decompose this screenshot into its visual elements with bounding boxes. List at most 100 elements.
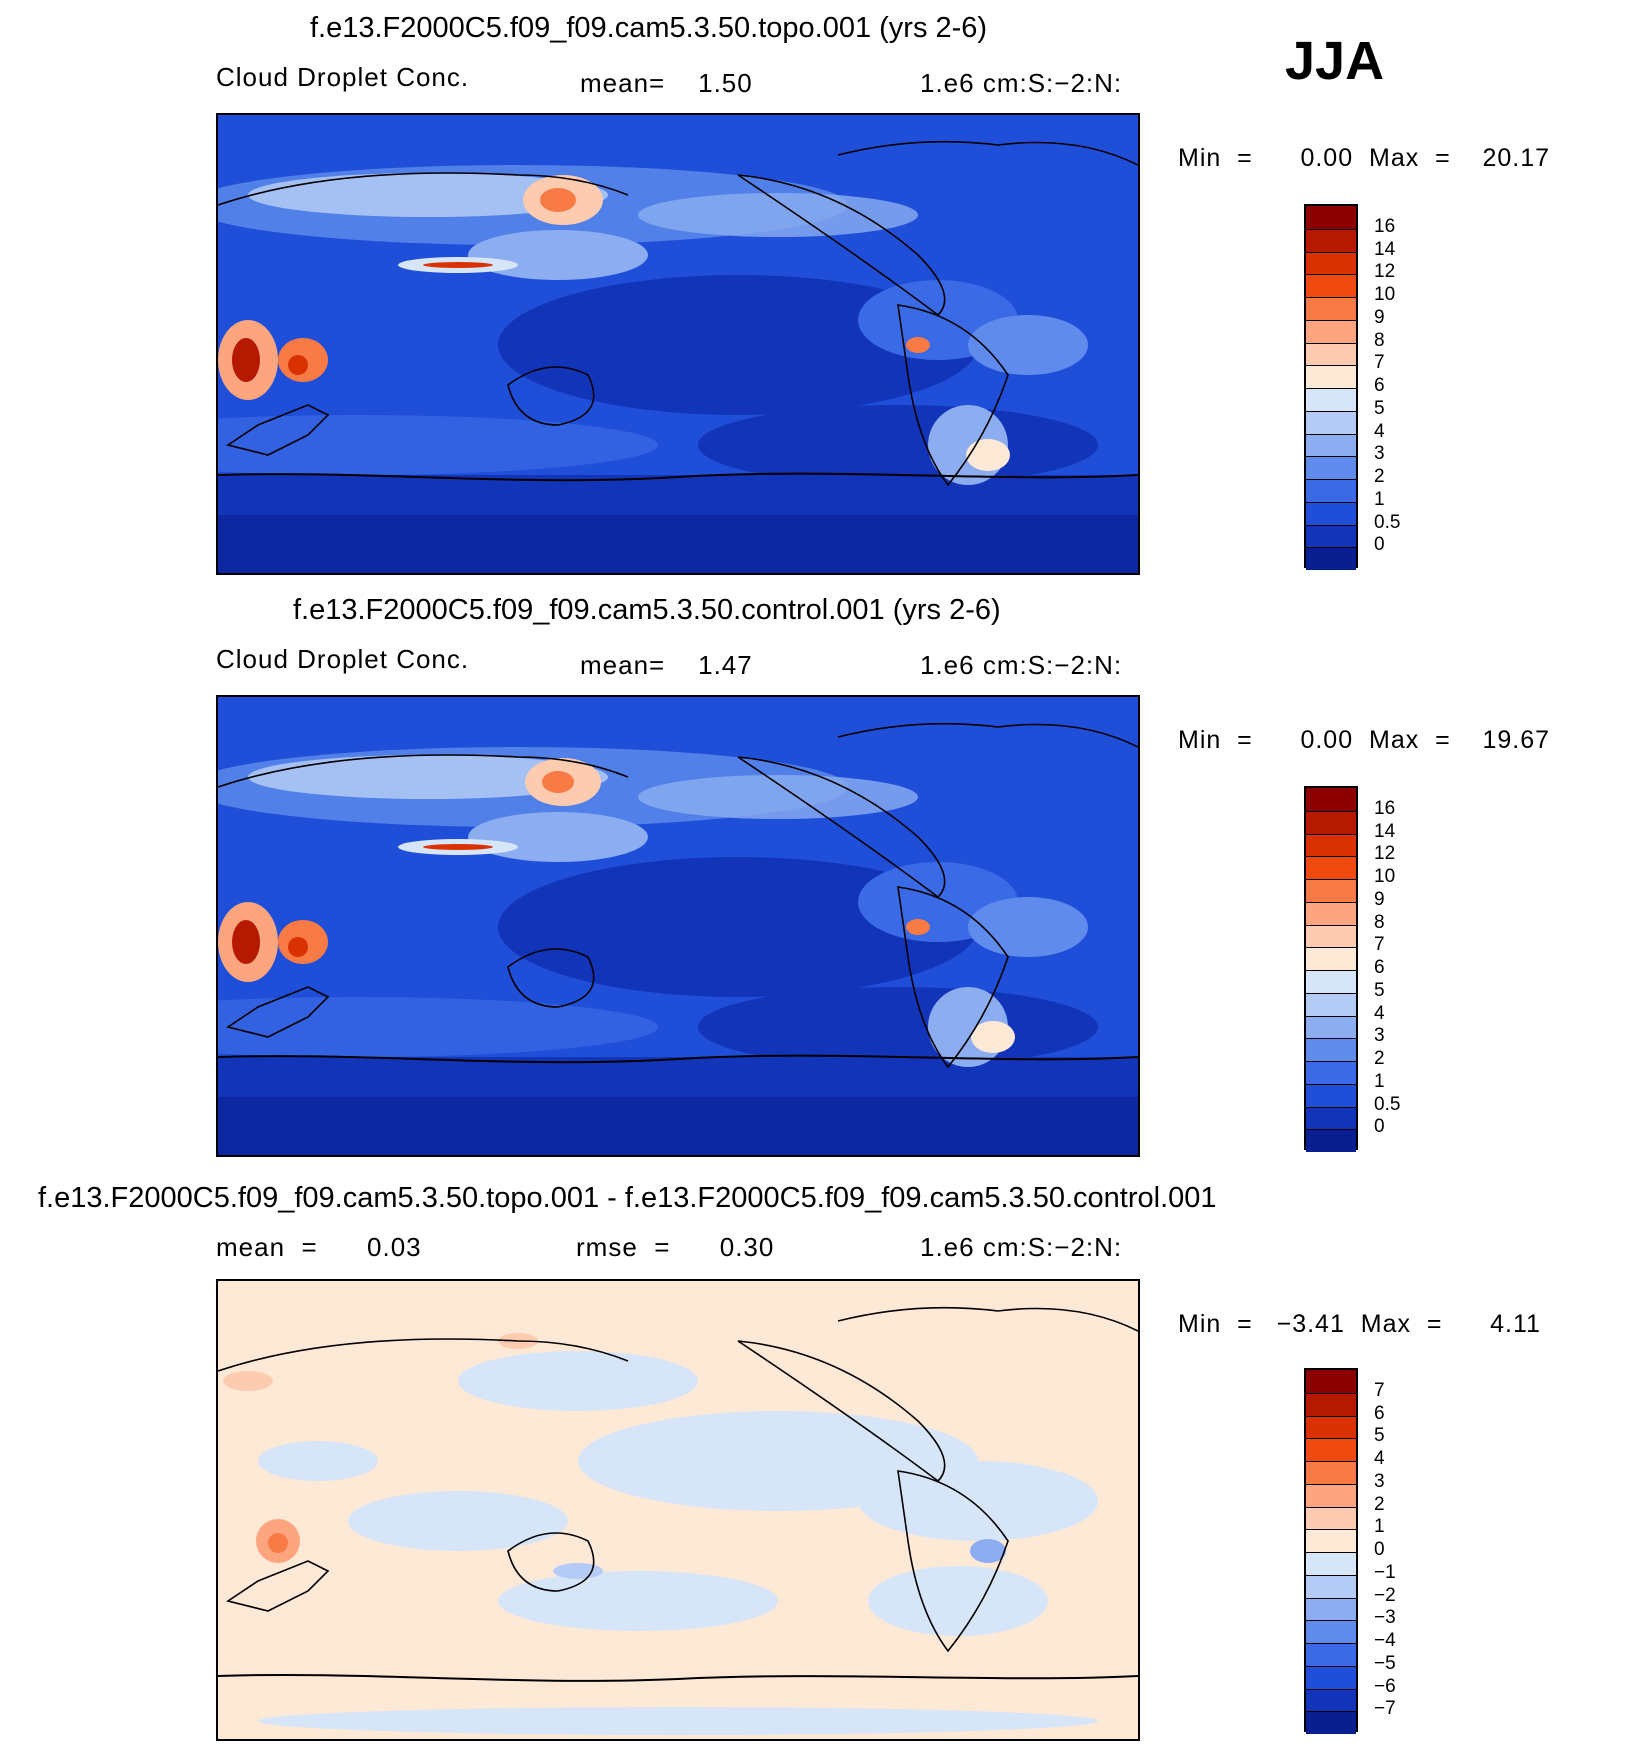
colorbar-tick-label: 0 xyxy=(1374,1116,1385,1138)
colorbar-tick-label: 6 xyxy=(1374,375,1385,396)
panel-3-map xyxy=(216,1279,1140,1741)
colorbar-tick-label: 2 xyxy=(1374,466,1385,487)
panel-2-variable: Cloud Droplet Conc. xyxy=(216,644,470,674)
colorbar-segment xyxy=(1306,410,1356,434)
colorbar-tick-label: 7 xyxy=(1374,352,1385,374)
colorbar-tick-label: 5 xyxy=(1374,1425,1385,1447)
colorbar-tick-label: 12 xyxy=(1374,261,1396,283)
colorbar-segment xyxy=(1306,1529,1356,1552)
colorbar-segment xyxy=(1306,1038,1356,1061)
colorbar-segment xyxy=(1306,1483,1356,1507)
colorbar-tick-label: 0 xyxy=(1374,534,1385,556)
colorbar-segment xyxy=(1306,1370,1356,1393)
colorbar-tick-label: 2 xyxy=(1374,1493,1385,1515)
colorbar-segment xyxy=(1306,856,1356,879)
colorbar-tick-label: −5 xyxy=(1374,1652,1396,1674)
colorbar-segment xyxy=(1306,297,1356,320)
colorbar-tick-label: 12 xyxy=(1374,843,1396,865)
colorbar-segment xyxy=(1306,456,1356,479)
colorbar-segment xyxy=(1306,1711,1356,1734)
colorbar-segment xyxy=(1306,788,1356,811)
colorbar-segment xyxy=(1306,1061,1356,1084)
colorbar-tick-label: 2 xyxy=(1374,1048,1385,1069)
colorbar-tick-label: 6 xyxy=(1374,957,1385,978)
colorbar-tick-label: 7 xyxy=(1374,1379,1385,1401)
season-label: JJA xyxy=(1285,31,1385,91)
panel-3-rmse: rmse = 0.30 xyxy=(576,1232,775,1262)
colorbar-box xyxy=(1304,204,1358,570)
panel-1-mean: mean= 1.50 xyxy=(580,68,753,98)
colorbar-tick-label: −6 xyxy=(1374,1675,1396,1697)
colorbar-tick-label: 16 xyxy=(1374,215,1396,237)
colorbar-segment xyxy=(1306,524,1356,548)
colorbar-tick-label: 0.5 xyxy=(1374,511,1401,533)
colorbar-segment xyxy=(1306,1597,1356,1621)
colorbar-tick-label: 1 xyxy=(1374,488,1385,510)
panel-2-minmax: Min = 0.00 Max = 19.67 xyxy=(1178,726,1551,754)
panel-2-map xyxy=(216,695,1140,1157)
colorbar-segment xyxy=(1306,388,1356,411)
panel-1-variable: Cloud Droplet Conc. xyxy=(216,62,470,92)
colorbar-tick-label: 8 xyxy=(1374,329,1385,351)
colorbar-tick-label: 6 xyxy=(1374,1402,1385,1424)
colorbar-segment xyxy=(1306,879,1356,902)
colorbar-tick-label: 5 xyxy=(1374,397,1385,419)
colorbar-segment xyxy=(1306,1392,1356,1416)
colorbar-tick-label: 10 xyxy=(1374,284,1396,305)
panel-2-title: f.e13.F2000C5.f09_f09.cam5.3.50.control.… xyxy=(293,594,1001,626)
colorbar-tick-label: 1 xyxy=(1374,1516,1385,1538)
colorbar-tick-label: 9 xyxy=(1374,306,1385,328)
colorbar-tick-label: 3 xyxy=(1374,1470,1385,1492)
colorbar-tick-label: 8 xyxy=(1374,911,1385,933)
panel-2-units: 1.e6 cm:S:−2:N: xyxy=(920,650,1123,680)
colorbar-segment xyxy=(1306,1552,1356,1575)
colorbar-tick-label: −1 xyxy=(1374,1561,1396,1583)
colorbar-segment xyxy=(1306,319,1356,343)
colorbar-segment xyxy=(1306,970,1356,993)
colorbar-segment xyxy=(1306,1643,1356,1666)
colorbar-tick-label: 4 xyxy=(1374,420,1385,442)
colorbar-tick-label: 0.5 xyxy=(1374,1093,1401,1115)
colorbar-segment xyxy=(1306,992,1356,1016)
colorbar-segment xyxy=(1306,206,1356,229)
colorbar-tick-label: 1 xyxy=(1374,1070,1385,1092)
colorbar-tick-label: 3 xyxy=(1374,1025,1385,1047)
colorbar-tick-label: 10 xyxy=(1374,866,1396,887)
colorbar-segment xyxy=(1306,1665,1356,1689)
colorbar-segment xyxy=(1306,274,1356,297)
colorbar-segment xyxy=(1306,1574,1356,1598)
colorbar-segment xyxy=(1306,365,1356,388)
colorbar-segment xyxy=(1306,228,1356,252)
panel-1-minmax: Min = 0.00 Max = 20.17 xyxy=(1178,144,1551,172)
panel-3-mean: mean = 0.03 xyxy=(216,1232,422,1262)
colorbar-tick-label: 5 xyxy=(1374,979,1385,1001)
colorbar-segment xyxy=(1306,901,1356,925)
colorbar-tick-label: 9 xyxy=(1374,888,1385,910)
colorbar-tick-label: 14 xyxy=(1374,820,1396,842)
colorbar-box xyxy=(1304,786,1358,1152)
panel-3-minmax: Min = −3.41 Max = 4.11 xyxy=(1178,1310,1541,1338)
colorbar-tick-label: 4 xyxy=(1374,1002,1385,1024)
colorbar-segment xyxy=(1306,479,1356,502)
colorbar-segment xyxy=(1306,810,1356,834)
colorbar-tick-label: 4 xyxy=(1374,1448,1385,1469)
colorbar-segment xyxy=(1306,342,1356,366)
colorbar-segment xyxy=(1306,433,1356,457)
colorbar-segment xyxy=(1306,1083,1356,1107)
colorbar-segment xyxy=(1306,1129,1356,1152)
colorbar-tick-label: 0 xyxy=(1374,1539,1385,1560)
colorbar-segment xyxy=(1306,1106,1356,1130)
colorbar-tick-label: 14 xyxy=(1374,238,1396,260)
panel-1-map xyxy=(216,113,1140,575)
colorbar-tick-label: −2 xyxy=(1374,1584,1396,1606)
panel-3-units: 1.e6 cm:S:−2:N: xyxy=(920,1232,1123,1262)
colorbar-segment xyxy=(1306,547,1356,570)
colorbar-tick-label: −4 xyxy=(1374,1630,1396,1651)
colorbar-segment xyxy=(1306,1415,1356,1439)
colorbar-segment xyxy=(1306,924,1356,948)
panel-3-title: f.e13.F2000C5.f09_f09.cam5.3.50.topo.001… xyxy=(38,1182,1217,1214)
colorbar-tick-label: 7 xyxy=(1374,934,1385,956)
colorbar-box xyxy=(1304,1368,1358,1734)
colorbar-segment xyxy=(1306,1688,1356,1712)
panel-2-mean: mean= 1.47 xyxy=(580,650,753,680)
